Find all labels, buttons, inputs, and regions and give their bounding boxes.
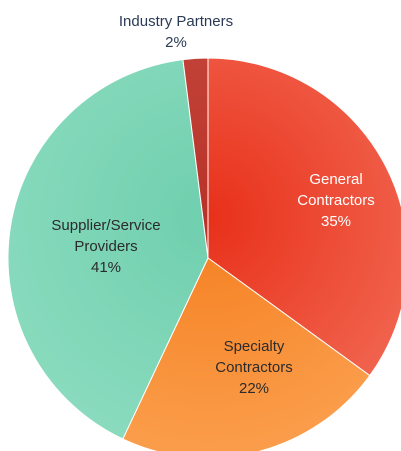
pie-slice bbox=[207, 57, 401, 377]
slice-name: Contractors bbox=[297, 192, 375, 209]
slice-name: Supplier/Service bbox=[51, 217, 160, 234]
pie-slices bbox=[7, 57, 401, 451]
slice-label: Supplier/Service Providers 41% bbox=[51, 217, 160, 276]
slice-name: Specialty bbox=[224, 338, 285, 355]
slice-percent: 41% bbox=[91, 259, 121, 276]
slice-percent: 35% bbox=[321, 213, 351, 230]
slice-name: Contractors bbox=[215, 359, 293, 376]
slice-label: Specialty Contractors 22% bbox=[215, 338, 293, 397]
slice-percent: 22% bbox=[239, 380, 269, 397]
slice-name: Providers bbox=[74, 238, 137, 255]
pie-labels: General Contractors 35% Specialty Contractor… bbox=[51, 13, 374, 397]
slice-name: General bbox=[309, 171, 362, 188]
slice-percent: 2% bbox=[165, 34, 187, 51]
pie-slice bbox=[7, 59, 209, 440]
slice-name: Industry Partners bbox=[119, 13, 233, 30]
pie-slice bbox=[122, 257, 371, 451]
slice-label: General Contractors 35% bbox=[297, 171, 375, 230]
slice-label: Industry Partners 2% bbox=[119, 13, 233, 51]
pie-slice bbox=[182, 57, 209, 259]
